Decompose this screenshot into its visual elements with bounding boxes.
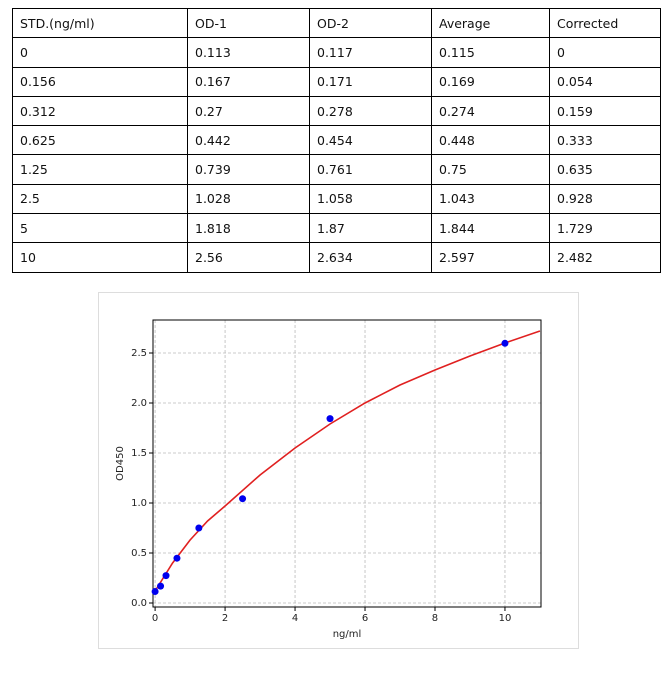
table-cell: 10 bbox=[12, 242, 188, 273]
y-tick-label: 0.5 bbox=[131, 548, 147, 559]
table-row: 0.156 0.167 0.171 0.169 0.054 bbox=[12, 66, 661, 97]
table-row: 10 2.56 2.634 2.597 2.482 bbox=[12, 242, 661, 273]
data-point bbox=[162, 572, 170, 580]
table-cell: 0.278 bbox=[309, 95, 432, 127]
data-point bbox=[151, 588, 159, 595]
table-cell: 2.634 bbox=[309, 242, 432, 273]
table-cell: 0.454 bbox=[309, 125, 432, 156]
table-cell: Corrected bbox=[549, 7, 661, 39]
data-point bbox=[157, 582, 165, 590]
chart: 0 2 4 6 8 10 0.0 0.5 1.0 1.5 2.0 2.5 ng/ml OD450 bbox=[98, 292, 579, 649]
chart-frame bbox=[98, 292, 579, 649]
table-cell: 5 bbox=[12, 213, 188, 244]
table-cell: OD-2 bbox=[309, 7, 432, 39]
table-cell: 0.156 bbox=[12, 66, 188, 97]
table-cell: 0.167 bbox=[187, 66, 310, 97]
table-cell: 0.115 bbox=[431, 37, 550, 68]
table-cell: 1.818 bbox=[187, 213, 310, 244]
y-axis-label: OD450 bbox=[115, 446, 126, 481]
table-row: 0.312 0.27 0.278 0.274 0.159 bbox=[12, 95, 661, 127]
table-cell: 0.448 bbox=[431, 125, 550, 156]
table-cell: 0.113 bbox=[187, 37, 310, 68]
table-cell: 1.028 bbox=[187, 183, 310, 215]
table-cell: 0 bbox=[549, 37, 661, 68]
table-cell: 2.56 bbox=[187, 242, 310, 273]
table-row: 1.25 0.739 0.761 0.75 0.635 bbox=[12, 154, 661, 185]
table-cell: 0.761 bbox=[309, 154, 432, 185]
table-cell: 0.117 bbox=[309, 37, 432, 68]
table-cell: 0.159 bbox=[549, 95, 661, 127]
table-cell: 0.635 bbox=[549, 154, 661, 185]
y-tick-label: 1.0 bbox=[131, 498, 147, 509]
x-tick-label: 6 bbox=[362, 613, 368, 624]
table-cell: OD-1 bbox=[187, 7, 310, 39]
x-tick-label: 2 bbox=[222, 613, 228, 624]
data-point bbox=[501, 339, 509, 347]
table-cell: 0.312 bbox=[12, 95, 188, 127]
table-cell: 0.27 bbox=[187, 95, 310, 127]
table-row: STD.(ng/ml) OD-1 OD-2 Average Corrected bbox=[12, 7, 661, 39]
table-cell: 0.054 bbox=[549, 66, 661, 97]
table-cell: 1.844 bbox=[431, 213, 550, 244]
table-cell: 0.928 bbox=[549, 183, 661, 215]
y-tick-label: 0.0 bbox=[131, 598, 147, 609]
x-tick-label: 4 bbox=[292, 613, 298, 624]
table-cell: 0.625 bbox=[12, 125, 188, 156]
table-row: 0.625 0.442 0.454 0.448 0.333 bbox=[12, 125, 661, 156]
fit-curve bbox=[154, 330, 541, 592]
table-cell: 1.043 bbox=[431, 183, 550, 215]
x-tick-label: 0 bbox=[152, 613, 158, 624]
table-cell: 1.25 bbox=[12, 154, 188, 185]
table-row: 5 1.818 1.87 1.844 1.729 bbox=[12, 213, 661, 244]
table-cell: 1.87 bbox=[309, 213, 432, 244]
table-cell: 2.482 bbox=[549, 242, 661, 273]
table-cell: 0.169 bbox=[431, 66, 550, 97]
table-cell: 1.729 bbox=[549, 213, 661, 244]
data-point bbox=[195, 524, 203, 532]
table-cell: 0.75 bbox=[431, 154, 550, 185]
table-cell: 0.442 bbox=[187, 125, 310, 156]
y-tick-label: 1.5 bbox=[131, 448, 147, 459]
table-cell: 2.5 bbox=[12, 183, 188, 215]
table-cell: 2.597 bbox=[431, 242, 550, 273]
table-cell: 0.171 bbox=[309, 66, 432, 97]
x-tick-label: 8 bbox=[432, 613, 438, 624]
table-cell: 0 bbox=[12, 37, 188, 68]
table-row: 2.5 1.028 1.058 1.043 0.928 bbox=[12, 183, 661, 215]
table-cell: 1.058 bbox=[309, 183, 432, 215]
table-cell: 0.739 bbox=[187, 154, 310, 185]
x-tick-label: 10 bbox=[499, 613, 512, 624]
table-cell: 0.274 bbox=[431, 95, 550, 127]
data-point bbox=[326, 415, 334, 423]
data-point bbox=[173, 554, 181, 562]
data-table: STD.(ng/ml) OD-1 OD-2 Average Corrected 0 0.11… bbox=[12, 7, 661, 273]
table-cell: Average bbox=[431, 7, 550, 39]
data-point bbox=[239, 495, 247, 503]
x-axis-label: ng/ml bbox=[333, 629, 362, 640]
table-cell: STD.(ng/ml) bbox=[12, 7, 188, 39]
table-row: 0 0.113 0.117 0.115 0 bbox=[12, 37, 661, 68]
y-tick-label: 2.0 bbox=[131, 398, 147, 409]
table-cell: 0.333 bbox=[549, 125, 661, 156]
y-tick-label: 2.5 bbox=[131, 348, 147, 359]
plot-frame bbox=[152, 319, 542, 608]
